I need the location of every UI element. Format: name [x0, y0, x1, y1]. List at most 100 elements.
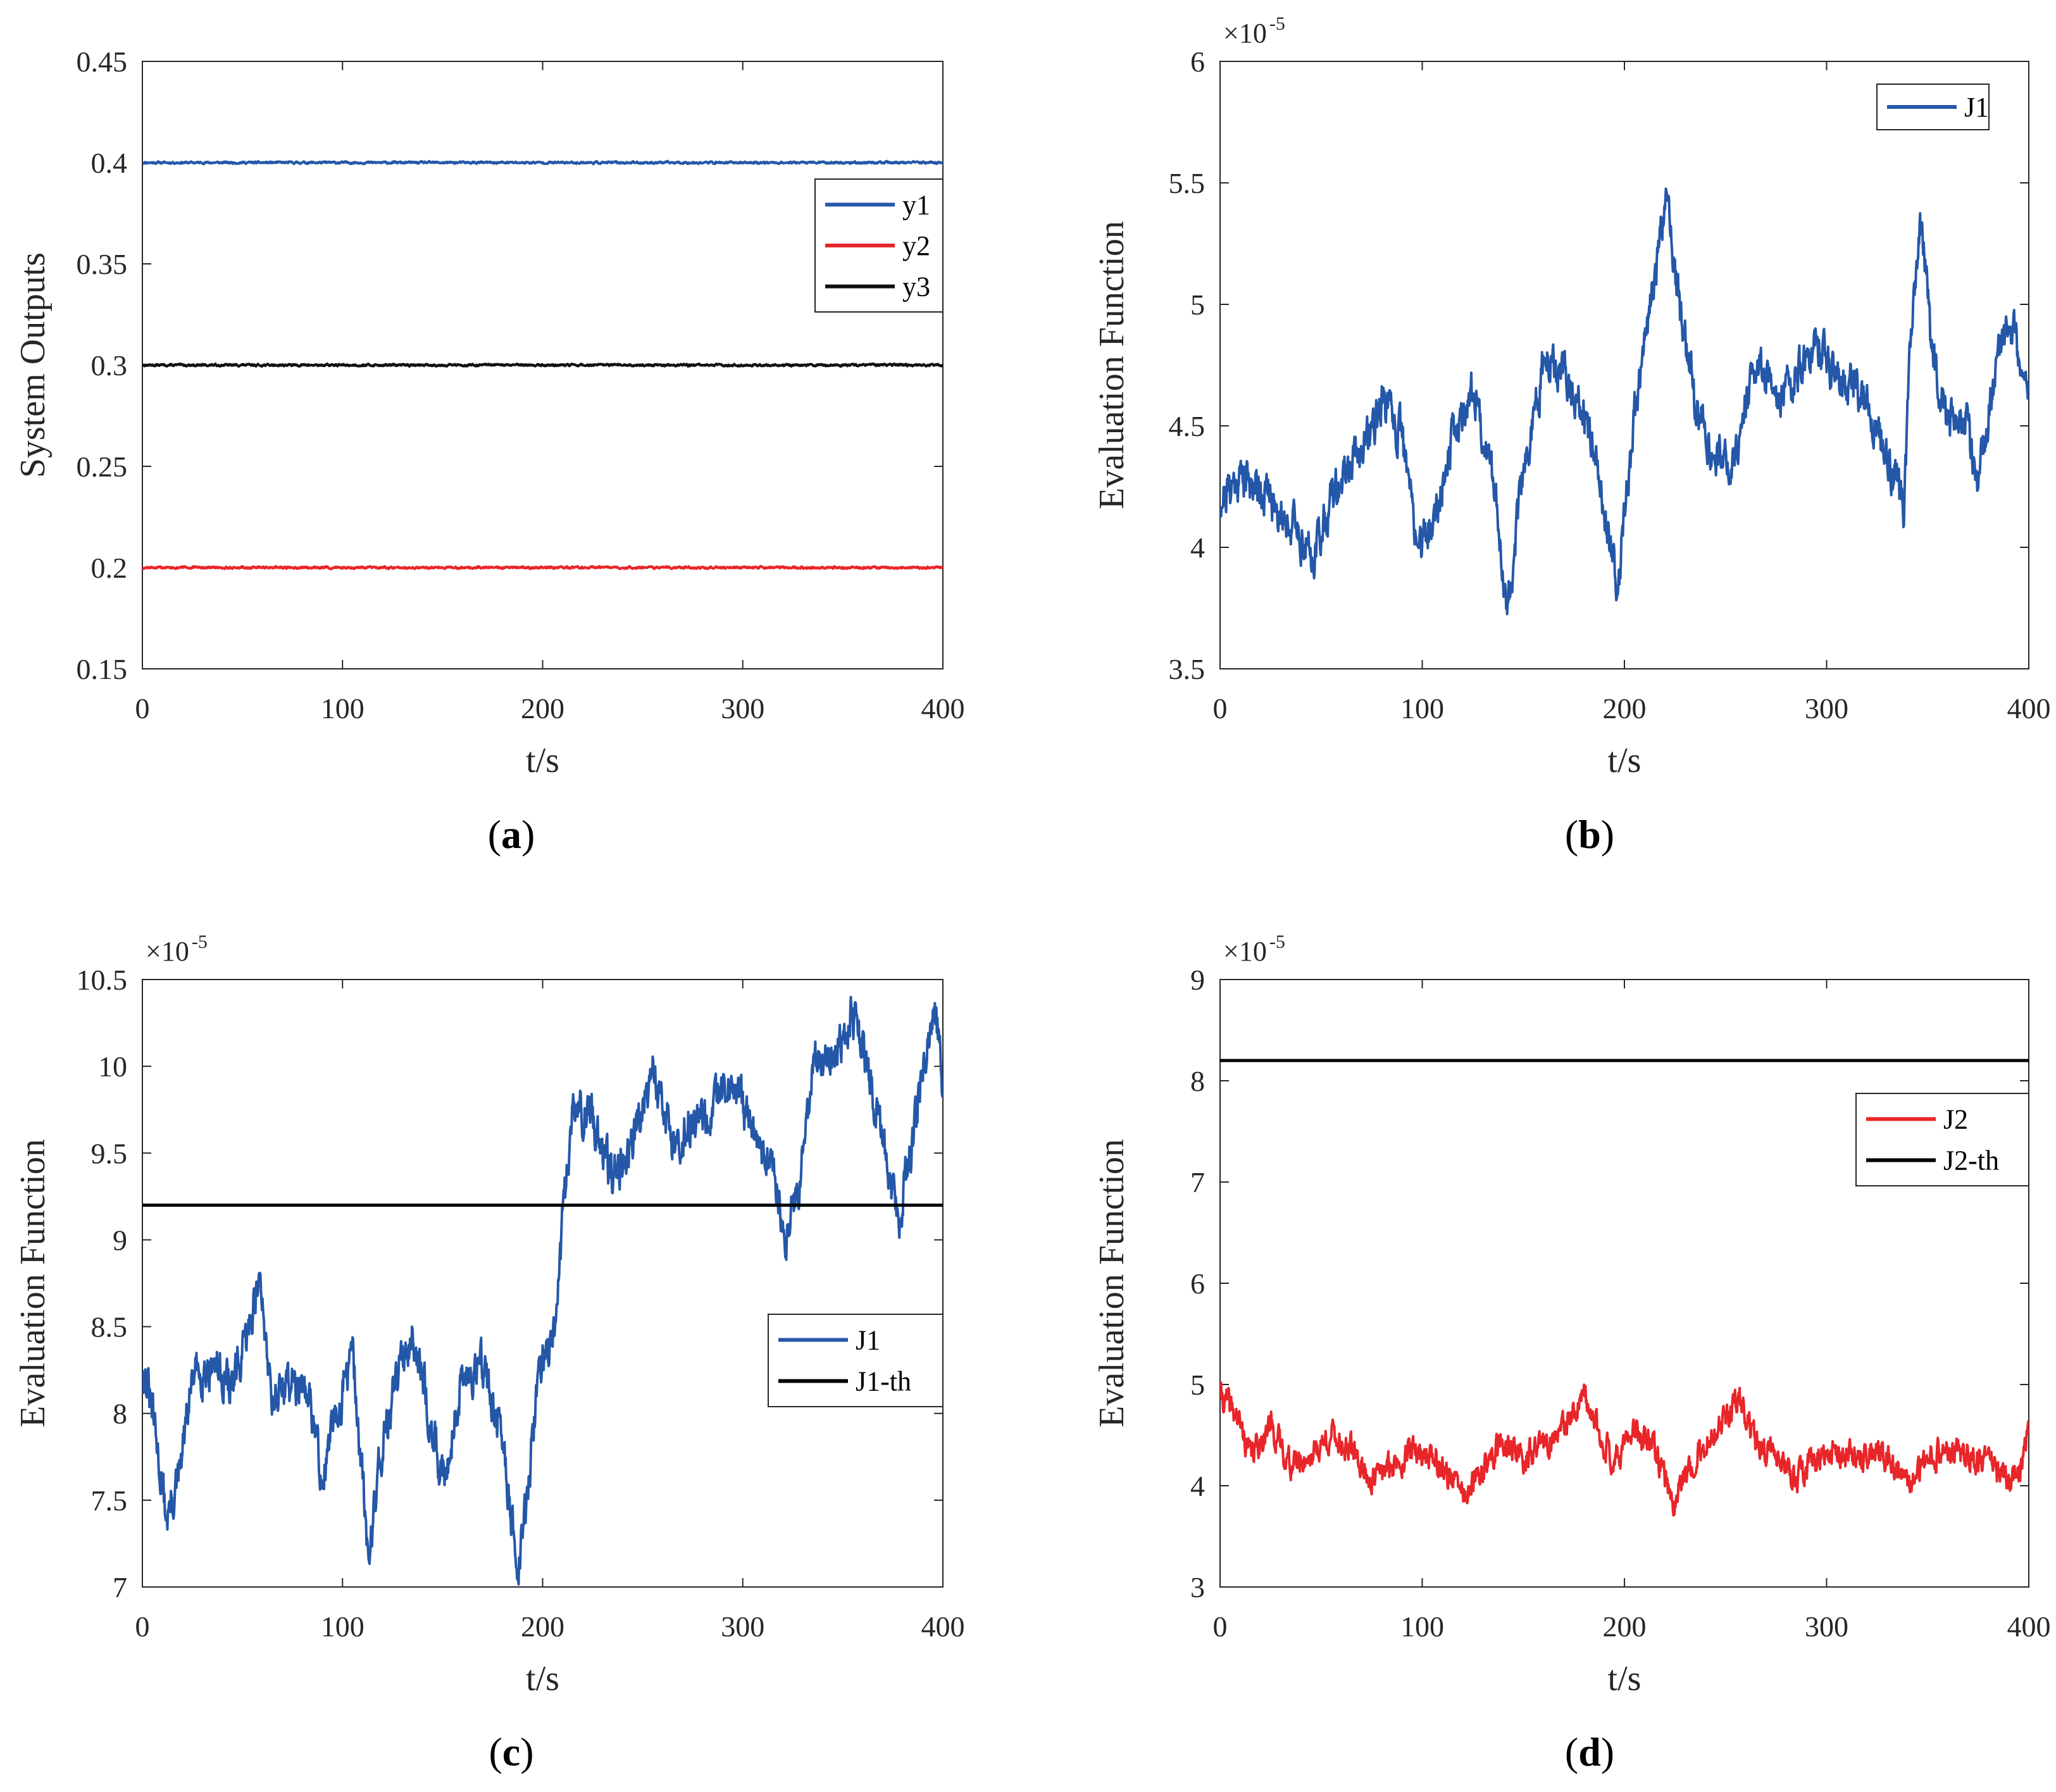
- y-tick-label: 7: [113, 1571, 127, 1603]
- chart-panel-d: 0 100 200 300 400 3 4 5 6 7 8 9 ×10 -5 t/s Evaluation F…: [1092, 931, 2051, 1774]
- y-axis-label: Evaluation Function: [13, 1139, 53, 1428]
- y-tick-label: 3.5: [1169, 653, 1206, 685]
- y-tick-label: 9: [1190, 964, 1205, 996]
- x-tick-label: 100: [321, 692, 364, 725]
- panel-label: (b): [1565, 812, 1614, 857]
- x-axis-label: t/s: [1608, 741, 1642, 780]
- legend-label-J1-th: J1-th: [856, 1366, 911, 1397]
- legend-label-y2: y2: [902, 230, 930, 261]
- chart-panel-c: 0 100 200 300 400 7 7.5 8 8.5 9 9.5 10 10.5 ×10 -5 t/s E…: [13, 931, 965, 1774]
- y-tick-label: 7.5: [91, 1484, 128, 1517]
- y-exponent-value: -5: [1269, 931, 1285, 952]
- y-exponent-label: ×10 -5: [146, 931, 208, 967]
- y-axis-label: System Outputs: [13, 252, 53, 478]
- y-tick-label: 0.4: [91, 147, 128, 179]
- x-axis-label: t/s: [1608, 1659, 1642, 1698]
- series-line-y2: [142, 564, 943, 571]
- y-axis-label: Evaluation Function: [1092, 1139, 1131, 1428]
- panel-label-letter: d: [1578, 1729, 1601, 1774]
- y-tick-label: 3: [1190, 1571, 1205, 1603]
- series-group: [1220, 1059, 2029, 1517]
- series-group: [142, 159, 943, 571]
- y-tick-label: 6: [1190, 1267, 1205, 1300]
- legend: y1 y2 y3: [814, 178, 944, 313]
- legend-label-J1: J1: [856, 1325, 880, 1356]
- plot-area: [142, 979, 944, 1588]
- x-tick-label: 400: [2007, 1610, 2051, 1643]
- legend-box: [768, 1314, 944, 1407]
- x-tick-label: 400: [921, 692, 965, 725]
- y-tick-label: 4.5: [1169, 410, 1206, 442]
- x-tick-label: 0: [1213, 692, 1228, 725]
- chart-panel-b: 0 100 200 300 400 3.5 4 4.5 5 5.5 6 ×10 -5 t/s Evaluat…: [1092, 13, 2051, 857]
- y-tick-label: 8: [113, 1398, 127, 1430]
- legend-label-J1: J1: [1964, 92, 1989, 123]
- x-tick-label: 300: [721, 1610, 764, 1643]
- y-tick-label: 8: [1190, 1065, 1205, 1097]
- x-tick-label: 0: [135, 692, 150, 725]
- x-axis-label: t/s: [526, 1659, 559, 1698]
- x-tick-label: 400: [921, 1610, 965, 1643]
- x-tick-label: 0: [135, 1610, 150, 1643]
- panel-label: (a): [488, 812, 535, 857]
- y-tick-label: 0.45: [77, 46, 128, 78]
- panel-label: (d): [1565, 1729, 1614, 1774]
- y-tick-label: 5: [1190, 289, 1205, 321]
- x-tick-label: 200: [1603, 1610, 1647, 1643]
- y-exponent-value: -5: [1269, 13, 1285, 34]
- panel-label: (c): [489, 1729, 533, 1774]
- y-tick-label: 10.5: [77, 964, 128, 996]
- x-axis-label: t/s: [526, 741, 559, 780]
- y-tick-label: 4: [1190, 1470, 1205, 1502]
- series-line-y3: [142, 362, 943, 368]
- panel-label-close: ): [1601, 1729, 1614, 1774]
- panel-label-close: ): [1601, 812, 1614, 857]
- x-tick-label: 200: [521, 1610, 564, 1643]
- x-tick-label: 100: [321, 1610, 364, 1643]
- legend: J2 J2-th: [1855, 1093, 2029, 1186]
- chart-panel-a: 0 100 200 300 400 0.15 0.2 0.25 0.3 0.35 0.4 0.45 t/…: [13, 46, 965, 857]
- y-tick-label: 7: [1190, 1166, 1205, 1198]
- y-tick-label: 0.25: [77, 451, 128, 483]
- plot-area: [1219, 61, 2029, 669]
- y-tick-label: 0.15: [77, 653, 128, 685]
- y-tick-label: 0.3: [91, 349, 128, 382]
- series-line-y1: [142, 159, 943, 166]
- legend: J1: [1876, 84, 1990, 130]
- y-tick-label: 5: [1190, 1369, 1205, 1401]
- y-tick-label: 9: [113, 1224, 127, 1256]
- y-tick-label: 4: [1190, 532, 1205, 564]
- panel-label-letter: c: [502, 1729, 520, 1774]
- y-exponent-label: ×10 -5: [1223, 931, 1285, 967]
- x-tick-label: 100: [1400, 692, 1444, 725]
- y-exponent-label: ×10 -5: [1223, 13, 1285, 49]
- y-tick-label: 8.5: [91, 1311, 128, 1343]
- y-axis-label: Evaluation Function: [1092, 221, 1131, 509]
- x-tick-label: 300: [1805, 692, 1848, 725]
- x-tick-label: 100: [1400, 1610, 1444, 1643]
- panel-label-letter: a: [501, 812, 521, 857]
- y-tick-label: 6: [1190, 46, 1205, 78]
- legend: J1 J1-th: [768, 1314, 944, 1407]
- plot-area: [1219, 979, 2029, 1588]
- series-group: [142, 995, 943, 1586]
- legend-box: [1855, 1093, 2029, 1186]
- x-tick-label: 200: [521, 692, 564, 725]
- y-tick-label: 0.2: [91, 552, 128, 584]
- panel-label-letter: b: [1578, 812, 1601, 857]
- y-tick-label: 9.5: [91, 1137, 128, 1169]
- y-tick-label: 0.35: [77, 248, 128, 280]
- legend-label-J2: J2: [1943, 1104, 1968, 1135]
- x-tick-label: 400: [2007, 692, 2051, 725]
- panel-label-close: ): [521, 812, 535, 857]
- y-tick-label: 10: [98, 1050, 127, 1083]
- legend-label-y3: y3: [902, 271, 930, 302]
- legend-label-J2-th: J2-th: [1943, 1145, 1999, 1176]
- panel-label-close: ): [520, 1729, 533, 1774]
- x-tick-label: 0: [1213, 1610, 1228, 1643]
- y-exponent-value: -5: [192, 931, 208, 952]
- x-tick-label: 300: [1805, 1610, 1848, 1643]
- series-line-J1: [142, 995, 943, 1586]
- series-line-J1: [1220, 187, 2029, 616]
